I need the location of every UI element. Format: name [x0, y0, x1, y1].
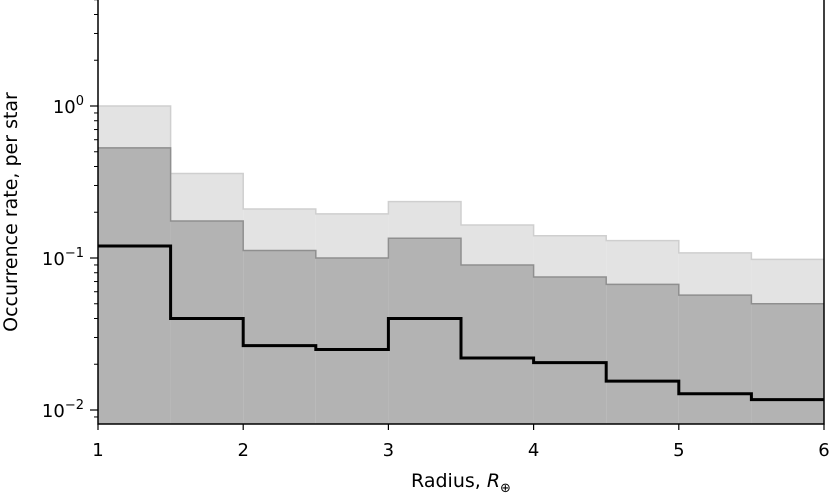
inner-band-bin-4 — [388, 238, 461, 424]
x-axis-label: Radius, R⊕ — [411, 470, 511, 493]
x-tick-label: 5 — [673, 440, 684, 461]
x-tick-label: 6 — [818, 440, 829, 461]
inner-band-bin-5 — [461, 264, 534, 424]
y-tick-label: 100 — [53, 94, 84, 118]
y-axis-ticks: 100 10−1 10−2 — [42, 0, 98, 422]
x-tick-label: 2 — [237, 440, 248, 461]
inner-band-bin-6 — [533, 276, 607, 424]
y-tick-label: 10−1 — [42, 246, 84, 270]
inner-band-edge — [98, 147, 824, 305]
median-step-path — [98, 244, 824, 402]
inner-band-bin-0 — [98, 147, 171, 424]
x-tick-label: 4 — [528, 440, 539, 461]
x-tick-label: 1 — [92, 440, 103, 461]
inner-band-bin-7 — [606, 284, 679, 424]
inner-band-bin-1 — [170, 221, 244, 424]
y-tick-label: 10−2 — [42, 398, 84, 422]
inner-band-bin-9 — [751, 303, 824, 424]
y-axis-label: Occurrence rate, per star — [0, 92, 22, 332]
x-tick-label: 3 — [383, 440, 394, 461]
inner-band-bin-2 — [243, 250, 316, 424]
plot-frame — [97, 0, 825, 425]
confidence-bands — [98, 105, 824, 424]
inner-band-bin-8 — [678, 295, 752, 424]
median-step-line — [98, 244, 824, 402]
outer-band-edge — [98, 105, 824, 261]
x-axis-ticks: 1 2 3 4 5 6 — [92, 424, 830, 461]
inner-band-bin-3 — [315, 258, 389, 424]
